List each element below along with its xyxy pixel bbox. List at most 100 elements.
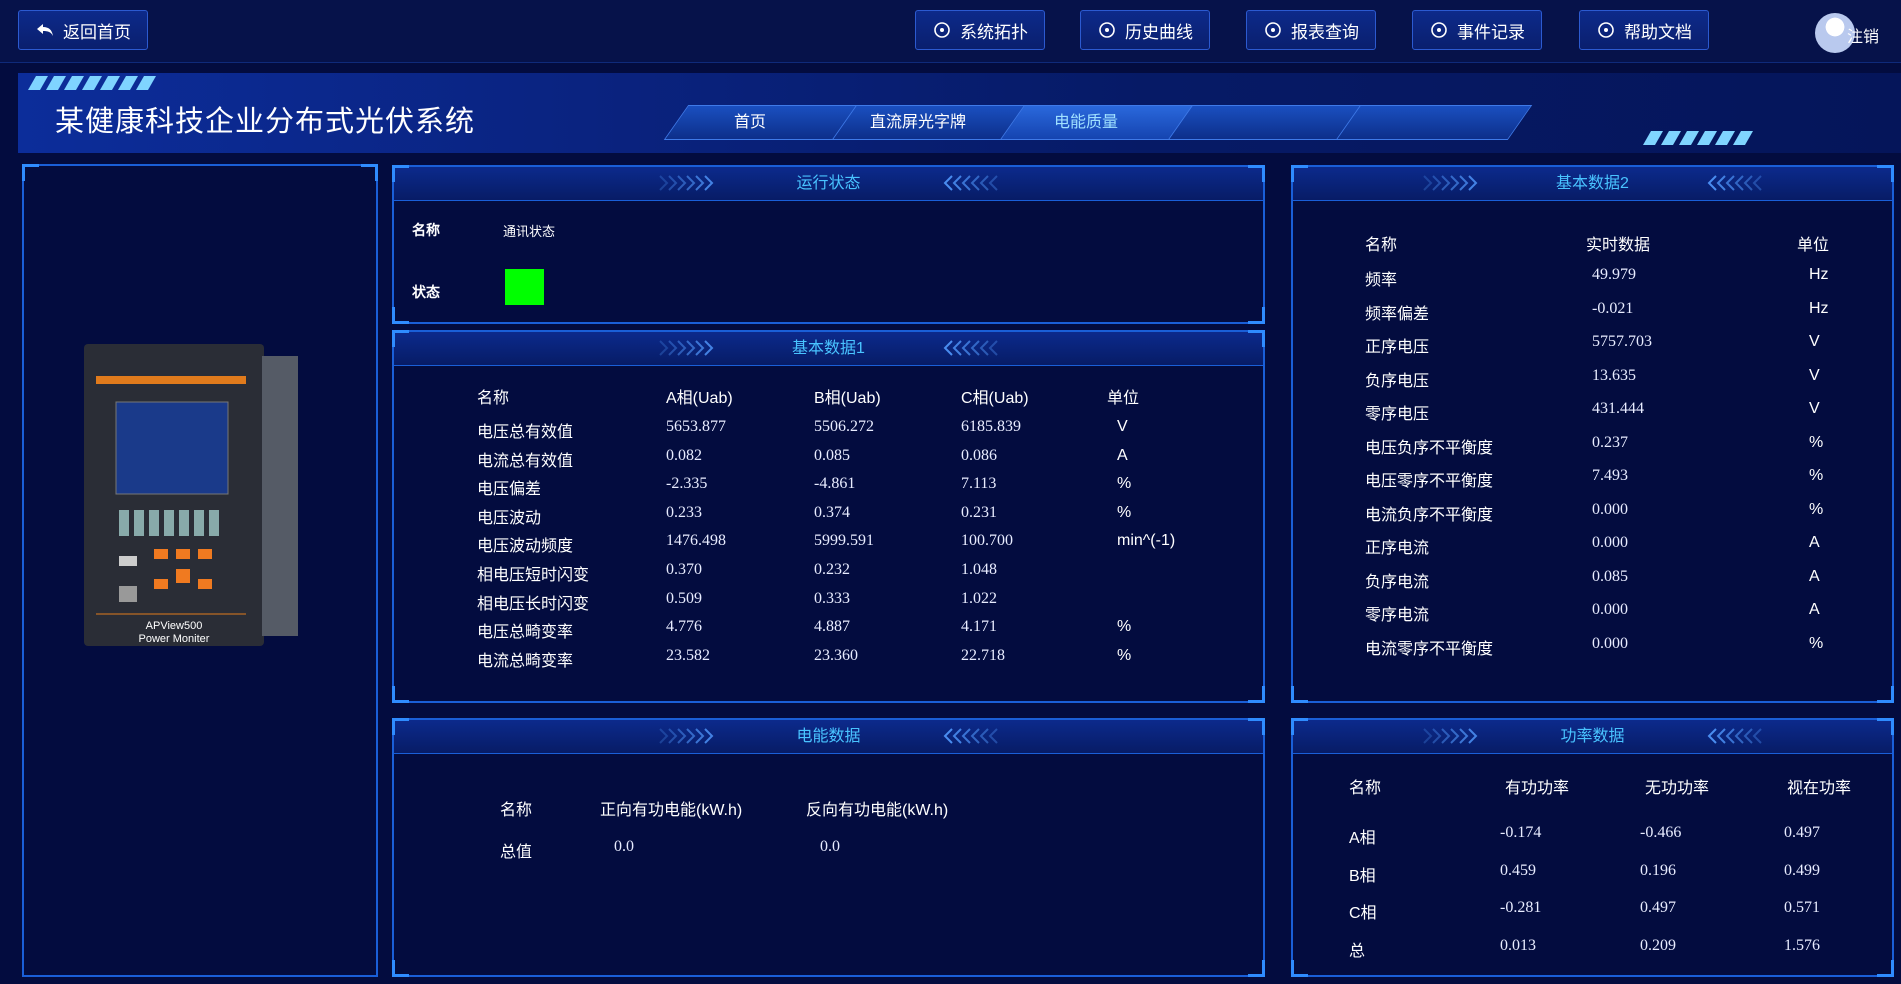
- panel-corner: [1877, 165, 1894, 182]
- tab[interactable]: [1167, 105, 1365, 140]
- text-cell: 电压波动频度: [477, 538, 574, 556]
- panel-corner: [392, 330, 409, 347]
- value-cell: 0.231: [961, 503, 997, 521]
- label: 名称: [412, 222, 440, 238]
- text-cell: A相: [1349, 830, 1376, 847]
- nav-button[interactable]: 系统拓扑: [915, 10, 1045, 50]
- panel-header: [394, 167, 1263, 201]
- avatar[interactable]: [1815, 13, 1855, 53]
- value-cell: 0.085: [814, 446, 850, 464]
- column-header: 反向有功电能(kW.h): [806, 802, 949, 819]
- chevrons: [1707, 175, 1762, 191]
- column-header: 正向有功电能(kW.h): [600, 802, 743, 819]
- back-button[interactable]: 返回首页: [18, 10, 148, 50]
- panel-corner: [1248, 960, 1265, 977]
- text-cell: V: [1809, 366, 1820, 384]
- device-caption: Power Moniter: [139, 633, 210, 645]
- value-cell: 0.196: [1640, 861, 1676, 879]
- value-cell: 0.0: [614, 838, 634, 855]
- nav-button[interactable]: 报表查询: [1246, 10, 1376, 50]
- value-cell: 0.497: [1784, 824, 1820, 841]
- chevrons-left: [1420, 173, 1484, 198]
- value-cell: 0.370: [666, 561, 702, 578]
- value-cell: 1476.498: [666, 532, 726, 550]
- panel-title: 基本数据1: [792, 340, 865, 357]
- button-label: 系统拓扑: [960, 22, 1028, 42]
- value-cell: 100.700: [961, 532, 1013, 550]
- panel-corner: [392, 165, 409, 182]
- panel-title: 电能数据: [796, 728, 861, 745]
- value-cell: 0.333: [814, 589, 850, 607]
- nav-button[interactable]: 历史曲线: [1080, 10, 1210, 50]
- button-label: 帮助文档: [1624, 22, 1692, 42]
- panel-header: [394, 720, 1263, 754]
- value-cell: 7.113: [961, 475, 997, 493]
- tab-label[interactable]: 直流屏光字牌: [869, 114, 966, 131]
- icon: [1099, 22, 1115, 38]
- chevrons: [658, 175, 713, 191]
- text-cell: 正序电压: [1365, 339, 1430, 356]
- chevrons: [658, 340, 713, 356]
- value-cell: 5999.591: [814, 532, 874, 550]
- text-cell: C相: [1349, 905, 1377, 922]
- panel-corner: [1248, 330, 1265, 347]
- value-cell: -0.281: [1500, 899, 1542, 916]
- value-cell: 1.576: [1784, 936, 1820, 954]
- tab-label[interactable]: 电能质量: [1053, 114, 1118, 131]
- text-cell: Hz: [1809, 299, 1829, 317]
- chevrons-right: [941, 726, 1005, 751]
- text-cell: A: [1809, 601, 1820, 618]
- value-cell: 0.459: [1500, 861, 1536, 879]
- tab[interactable]: [1335, 105, 1533, 140]
- text-cell: 频率偏差: [1365, 305, 1430, 323]
- button-label: 返回首页: [63, 22, 131, 42]
- chevrons-right: [941, 338, 1005, 363]
- text-cell: %: [1117, 503, 1132, 521]
- chevrons: [1422, 728, 1477, 744]
- text-cell: 零序电流: [1365, 607, 1430, 624]
- text-cell: 电压零序不平衡度: [1365, 473, 1494, 490]
- panel-corner: [1291, 165, 1308, 182]
- panel-corner: [361, 164, 378, 181]
- panel-corner: [1877, 686, 1894, 703]
- value-cell: 4.171: [961, 618, 997, 636]
- panel-corner: [1248, 718, 1265, 735]
- text-cell: 正序电流: [1365, 540, 1430, 557]
- panel-title: 功率数据: [1560, 728, 1625, 745]
- device-model: APView500: [146, 620, 203, 632]
- nav-button[interactable]: 帮助文档: [1579, 10, 1709, 50]
- text-cell: %: [1809, 433, 1824, 451]
- value-cell: 0.013: [1500, 936, 1536, 954]
- text-cell: 电压波动: [477, 509, 542, 527]
- device-panel: APView500 Power Moniter: [22, 164, 378, 977]
- basic-data-1-panel: 基本数据1 名称 A相(Uab) B相(Uab) C相(Uab) 单位 电压总有效值 5653…: [392, 330, 1265, 703]
- chevrons-left: [656, 338, 720, 363]
- value-cell: 0.000: [1592, 601, 1628, 618]
- text-cell: %: [1117, 475, 1132, 493]
- icon: [37, 24, 53, 36]
- panel-corner: [1248, 165, 1265, 182]
- value-cell: 0.086: [961, 446, 997, 464]
- panel-header: [394, 332, 1263, 366]
- text-cell: V: [1117, 418, 1128, 435]
- panel-corner: [22, 164, 39, 181]
- text-cell: 电流总畸变率: [477, 652, 574, 670]
- nav-button[interactable]: 事件记录: [1412, 10, 1542, 50]
- column-header: 名称: [477, 390, 510, 407]
- panel-corner: [1877, 960, 1894, 977]
- value-cell: 0.209: [1640, 936, 1676, 954]
- text-cell: A: [1809, 534, 1820, 551]
- chevrons-right: [1705, 173, 1769, 198]
- tab-label[interactable]: 首页: [733, 114, 766, 131]
- text-cell: B相: [1349, 867, 1376, 885]
- icon: [1598, 22, 1614, 38]
- column-header: 名称: [1365, 237, 1398, 254]
- value-cell: 6185.839: [961, 418, 1021, 435]
- column-header: 单位: [1107, 390, 1140, 407]
- column-header: 名称: [1349, 780, 1382, 797]
- value-cell: 0.509: [666, 589, 702, 607]
- value-cell: 0.000: [1592, 534, 1628, 551]
- logout[interactable]: 注销: [1847, 29, 1880, 46]
- value-cell: 0.0: [820, 838, 840, 855]
